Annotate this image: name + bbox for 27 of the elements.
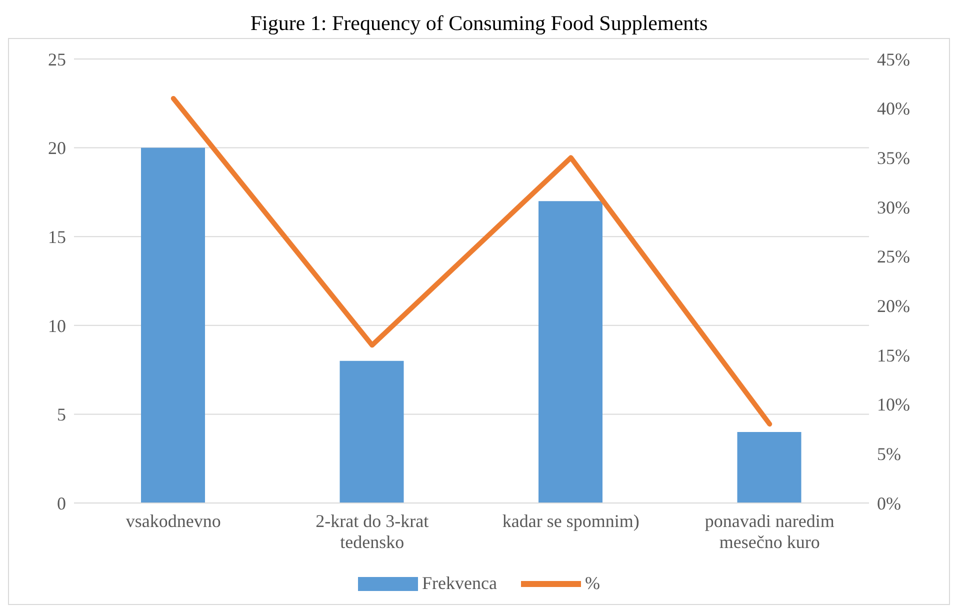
- legend-label: %: [584, 573, 600, 594]
- legend-label: Frekvenca: [422, 573, 497, 594]
- y-tick-label: 5: [57, 404, 66, 425]
- y-tick-label: 25: [48, 49, 66, 70]
- y2-tick-label: 20%: [877, 296, 910, 316]
- x-tick-label: ponavadi naredim mesečno kuro: [704, 511, 834, 552]
- y2-tick-label: 45%: [877, 49, 910, 70]
- bar: [538, 201, 602, 503]
- y2-tick-label: 0%: [877, 493, 901, 514]
- y-tick-label: 15: [48, 226, 66, 247]
- bar: [340, 360, 404, 503]
- y2-tick-label: 25%: [877, 246, 910, 267]
- y2-tick-label: 10%: [877, 394, 910, 415]
- y2-tick-label: 15%: [877, 345, 910, 366]
- y2-tick-label: 30%: [877, 197, 910, 218]
- y2-tick-label: 35%: [877, 148, 910, 168]
- x-tick-label: vsakodnevno: [126, 511, 221, 531]
- bar: [141, 148, 205, 503]
- y-tick-label: 20: [48, 138, 66, 158]
- y2-tick-label: 40%: [877, 98, 910, 119]
- x-tick-label: 2-krat do 3-krat tedensko: [316, 511, 429, 552]
- y2-tick-label: 5%: [877, 444, 901, 464]
- y-tick-label: 0: [57, 493, 66, 514]
- y-tick-label: 10: [48, 316, 66, 336]
- bar: [737, 432, 802, 503]
- chart-title: Figure 1: Frequency of Consuming Food Supplements: [249, 10, 709, 37]
- x-tick-label: kadar se spomnim): [502, 511, 640, 531]
